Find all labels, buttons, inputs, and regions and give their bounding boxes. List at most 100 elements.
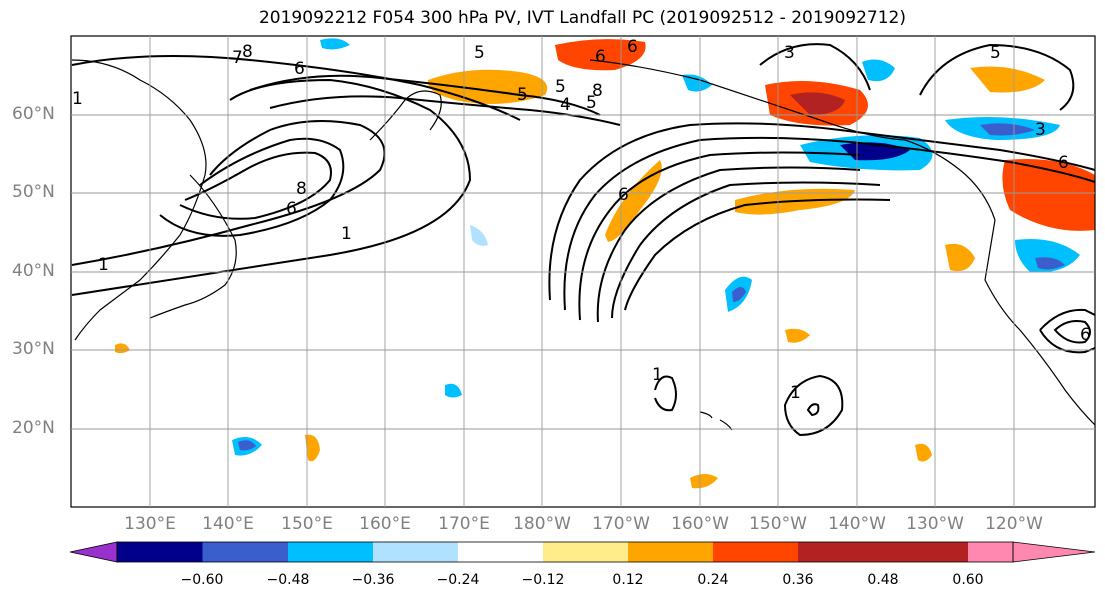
map-title: 2019092212 F054 300 hPa PV, IVT Landfall… bbox=[258, 8, 906, 28]
contour-label: 1 bbox=[790, 383, 801, 403]
lat-label-40n: 40°N bbox=[12, 261, 55, 281]
contour-layer bbox=[71, 43, 1096, 437]
shade-negative-patch bbox=[862, 59, 895, 82]
contour-label: 6 bbox=[618, 185, 629, 205]
colorbar-extend-max bbox=[1012, 541, 1096, 563]
contour-line bbox=[654, 375, 677, 412]
colorbar-tick-label: −0.24 bbox=[436, 572, 480, 588]
shade-positive-patch bbox=[305, 434, 320, 462]
shade-positive-patch bbox=[790, 92, 845, 115]
shade-positive-patch bbox=[1002, 159, 1095, 231]
shade-negative-patch bbox=[980, 123, 1035, 136]
contour-line bbox=[71, 55, 521, 121]
colorbar-segment bbox=[373, 542, 458, 562]
contour-line bbox=[759, 43, 871, 91]
lon-label: 120°W bbox=[985, 514, 1043, 534]
contour-label: 1 bbox=[98, 255, 109, 275]
colorbar-segment bbox=[628, 542, 713, 562]
lat-label-30n: 30°N bbox=[12, 339, 55, 359]
shade-positive-patch bbox=[945, 243, 975, 272]
shade-positive-patch bbox=[115, 343, 130, 354]
lon-label: 130°W bbox=[906, 514, 964, 534]
colorbar-tick-label: 0.36 bbox=[782, 572, 814, 588]
colorbar-segment bbox=[798, 542, 883, 562]
contour-labels: 8 6 5 6 5 8 6 8 6 1 1 5 4 5 6 3 5 3 6 1 … bbox=[72, 37, 1091, 403]
contour-label: 6 bbox=[595, 47, 606, 67]
shade-positive-patch bbox=[785, 328, 810, 343]
alaska-coastline bbox=[589, 59, 996, 221]
shade-negative-patch bbox=[682, 74, 712, 92]
contour-line bbox=[611, 181, 881, 319]
lon-label: 150°E bbox=[281, 514, 333, 534]
colorbar-tick-label: −0.48 bbox=[266, 572, 310, 588]
colorbar-segment bbox=[202, 542, 288, 562]
colorbar-tick-label: 0.12 bbox=[612, 572, 644, 588]
contour-line bbox=[563, 136, 1096, 311]
colorbar-tick-label: 0.48 bbox=[867, 572, 899, 588]
contour-label: 6 bbox=[627, 37, 638, 57]
contour-label: 6 bbox=[294, 59, 305, 79]
contour-label: 5 bbox=[586, 93, 597, 113]
contour-line bbox=[159, 137, 345, 237]
contour-line bbox=[249, 74, 601, 116]
contour-label: 6 bbox=[1080, 325, 1091, 345]
contour-line bbox=[783, 374, 844, 437]
lon-label: 130°E bbox=[124, 514, 176, 534]
colorbar-tick-label: −0.36 bbox=[351, 572, 395, 588]
contour-label: 3 bbox=[1035, 120, 1046, 140]
colorbar-tick-label: 0.24 bbox=[697, 572, 729, 588]
shade-negative-patch bbox=[470, 225, 488, 246]
shading-layer bbox=[115, 38, 1095, 489]
map-frame bbox=[70, 35, 1096, 508]
colorbar-segment bbox=[543, 542, 628, 562]
contour-label: 5 bbox=[474, 43, 485, 63]
lon-label: 160°E bbox=[359, 514, 411, 534]
contour-line bbox=[919, 43, 1075, 111]
contour-label: 8 bbox=[242, 42, 253, 62]
contour-line bbox=[596, 166, 861, 323]
colorbar-segment bbox=[117, 542, 203, 562]
colorbar-segment bbox=[883, 542, 968, 562]
contour-line bbox=[624, 198, 891, 311]
shade-positive-patch bbox=[970, 66, 1045, 93]
contour-label: 6 bbox=[286, 199, 297, 219]
colorbar-extend-min bbox=[69, 541, 118, 563]
shade-negative-patch bbox=[320, 38, 350, 50]
shade-positive-patch bbox=[915, 443, 932, 462]
lon-label: 140°W bbox=[828, 514, 886, 534]
colorbar-tick-label: −0.12 bbox=[521, 572, 565, 588]
contour-label: 3 bbox=[784, 43, 795, 63]
shade-negative-patch bbox=[445, 383, 462, 398]
gridlines bbox=[71, 36, 1095, 507]
lon-label: 170°W bbox=[592, 514, 650, 534]
na-west-coastline bbox=[984, 219, 1096, 426]
contour-label: 7 bbox=[232, 48, 243, 68]
shade-positive-patch bbox=[555, 39, 646, 71]
colorbar-segment bbox=[288, 542, 373, 562]
contour-label: 4 bbox=[560, 95, 571, 115]
contour-label: 8 bbox=[592, 81, 603, 101]
lon-label: 170°E bbox=[438, 514, 490, 534]
lon-label: 150°W bbox=[749, 514, 807, 534]
japan-coastline bbox=[149, 174, 237, 319]
contour-line bbox=[179, 151, 332, 220]
lat-label-20n: 20°N bbox=[12, 418, 55, 438]
lat-label-60n: 60°N bbox=[12, 104, 55, 124]
lon-label: 140°E bbox=[202, 514, 254, 534]
shade-positive-patch bbox=[605, 160, 662, 242]
contour-label: 1 bbox=[341, 224, 352, 244]
asia-coastline bbox=[71, 59, 207, 341]
contour-label: 6 bbox=[1058, 153, 1069, 173]
shade-negative-patch bbox=[238, 440, 256, 451]
coastline-layer bbox=[71, 59, 1096, 431]
shade-negative-patch bbox=[1035, 257, 1065, 270]
colorbar-tick-label: 0.60 bbox=[952, 572, 984, 588]
contour-label: 5 bbox=[555, 77, 566, 97]
contour-label: 1 bbox=[652, 365, 663, 385]
lon-label: 160°W bbox=[671, 514, 729, 534]
contour-line bbox=[1039, 308, 1096, 354]
colorbar-tick-label: −0.60 bbox=[180, 572, 224, 588]
lat-label-50n: 50°N bbox=[12, 182, 55, 202]
contour-line bbox=[71, 78, 472, 296]
